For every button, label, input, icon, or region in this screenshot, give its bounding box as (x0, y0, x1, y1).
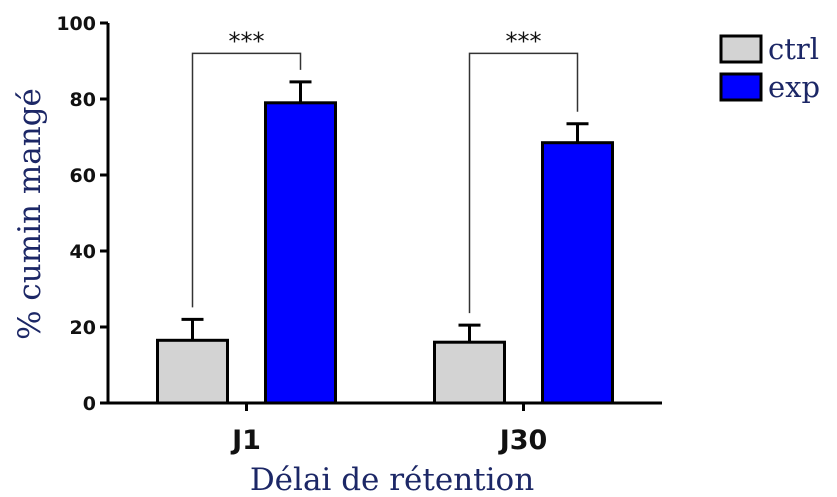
bar-ctrl-J30 (433, 340, 506, 405)
x-tick-label-J30: J30 (498, 425, 548, 456)
x-tick-label-J1: J1 (230, 425, 261, 456)
x-axis-title: Délai de rétention (250, 462, 534, 497)
significance-bracket-J30 (468, 52, 579, 314)
legend-swatch-ctrl (719, 34, 763, 64)
legend-label-exp: exp (768, 70, 820, 104)
bars (156, 80, 614, 405)
y-tick-label: 40 (70, 241, 96, 263)
y-axis-title: % cumin mangé (12, 88, 48, 340)
bar-exp-J1 (264, 101, 337, 405)
significance-brackets: *** *** (191, 27, 579, 314)
legend-label-ctrl: ctrl (768, 32, 819, 66)
y-tick-label: 80 (70, 89, 96, 111)
y-tick-label: 0 (83, 393, 96, 415)
significance-bracket-J1 (191, 52, 302, 308)
y-tick-label: 100 (56, 13, 96, 35)
y-tick-label: 20 (70, 317, 96, 339)
significance-label-J30: *** (506, 27, 542, 55)
bar-exp-J30 (541, 141, 614, 405)
y-tick-label: 60 (70, 165, 96, 187)
legend-swatch-exp (719, 72, 763, 102)
bar-ctrl-J1 (156, 338, 229, 405)
legend: ctrl exp (719, 32, 820, 104)
significance-label-J1: *** (229, 27, 265, 55)
